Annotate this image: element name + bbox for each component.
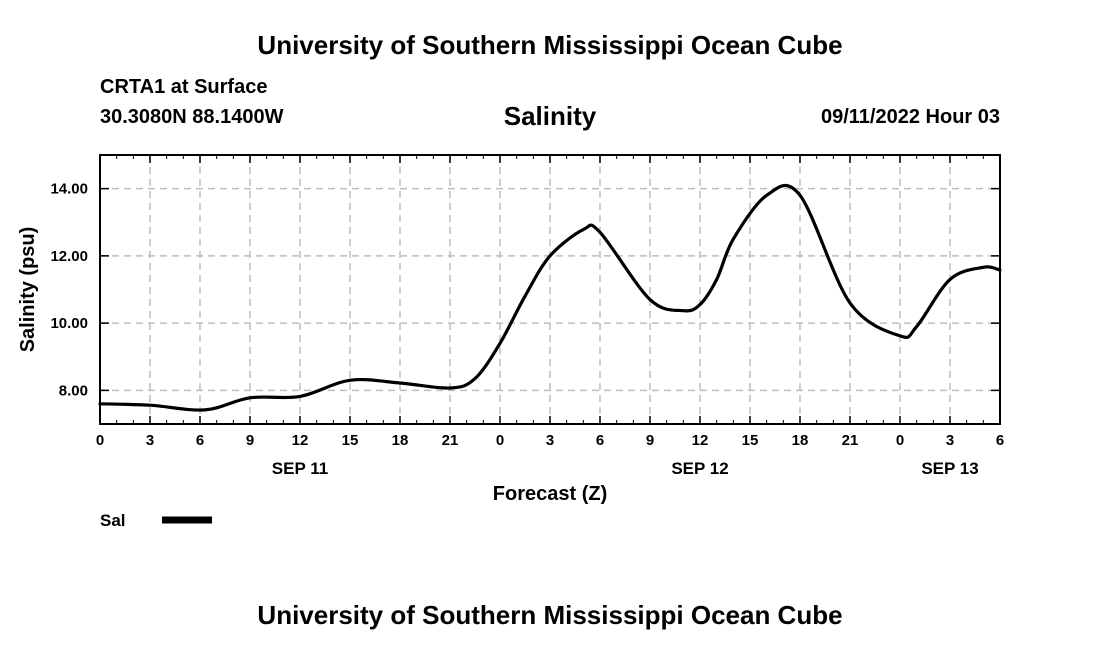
main-title: University of Southern Mississippi Ocean… <box>257 30 843 60</box>
x-tick-label: 0 <box>496 432 504 449</box>
station-label: CRTA1 at Surface <box>100 76 268 98</box>
y-axis-title: Salinity (psu) <box>17 227 39 353</box>
axis-ticks <box>99 155 1001 424</box>
x-tick-label: 9 <box>646 432 654 449</box>
x-tick-label: 0 <box>896 432 904 449</box>
series-line-sal <box>98 183 1002 412</box>
x-tick-label: 12 <box>292 432 309 449</box>
series-layer <box>98 183 1002 412</box>
x-tick-label: 21 <box>842 432 859 449</box>
y-tick-label: 12.00 <box>50 248 88 265</box>
x-tick-label: 18 <box>392 432 409 449</box>
x-tick-label: 6 <box>996 432 1004 449</box>
x-tick-label: 6 <box>596 432 604 449</box>
legend-label: Sal <box>100 511 126 530</box>
x-tick-label: 3 <box>546 432 554 449</box>
x-tick-label: 21 <box>442 432 459 449</box>
y-tick-label: 10.00 <box>50 315 88 332</box>
x-tick-label: 15 <box>742 432 759 449</box>
x-date-label: SEP 12 <box>671 459 728 478</box>
x-tick-label: 3 <box>946 432 954 449</box>
x-tick-label: 9 <box>246 432 254 449</box>
x-tick-label: 18 <box>792 432 809 449</box>
axis-labels: 0 3 6 9 12 15 18 21 0 3 6 9 12 15 18 21 0 3 6 8.00 10.00 12.0… <box>50 181 1004 478</box>
plot-frame <box>99 154 1001 425</box>
x-tick-label: 12 <box>692 432 709 449</box>
x-tick-label: 6 <box>196 432 204 449</box>
x-tick-label: 3 <box>146 432 154 449</box>
x-tick-label: 15 <box>342 432 359 449</box>
forecast-datetime: 09/11/2022 Hour 03 <box>820 106 1000 128</box>
x-date-label: SEP 13 <box>921 459 978 478</box>
x-tick-label: 0 <box>96 432 104 449</box>
x-date-label: SEP 11 <box>272 459 328 478</box>
grid-lines <box>100 155 1000 424</box>
x-axis-title: Forecast (Z) <box>493 483 607 505</box>
y-tick-label: 8.00 <box>59 382 88 399</box>
y-tick-label: 14.00 <box>50 181 88 198</box>
chart-title: Salinity <box>503 101 597 131</box>
footer-title: University of Southern Mississippi Ocean… <box>257 600 843 630</box>
station-coordinates: 30.3080N 88.1400W <box>100 106 284 128</box>
